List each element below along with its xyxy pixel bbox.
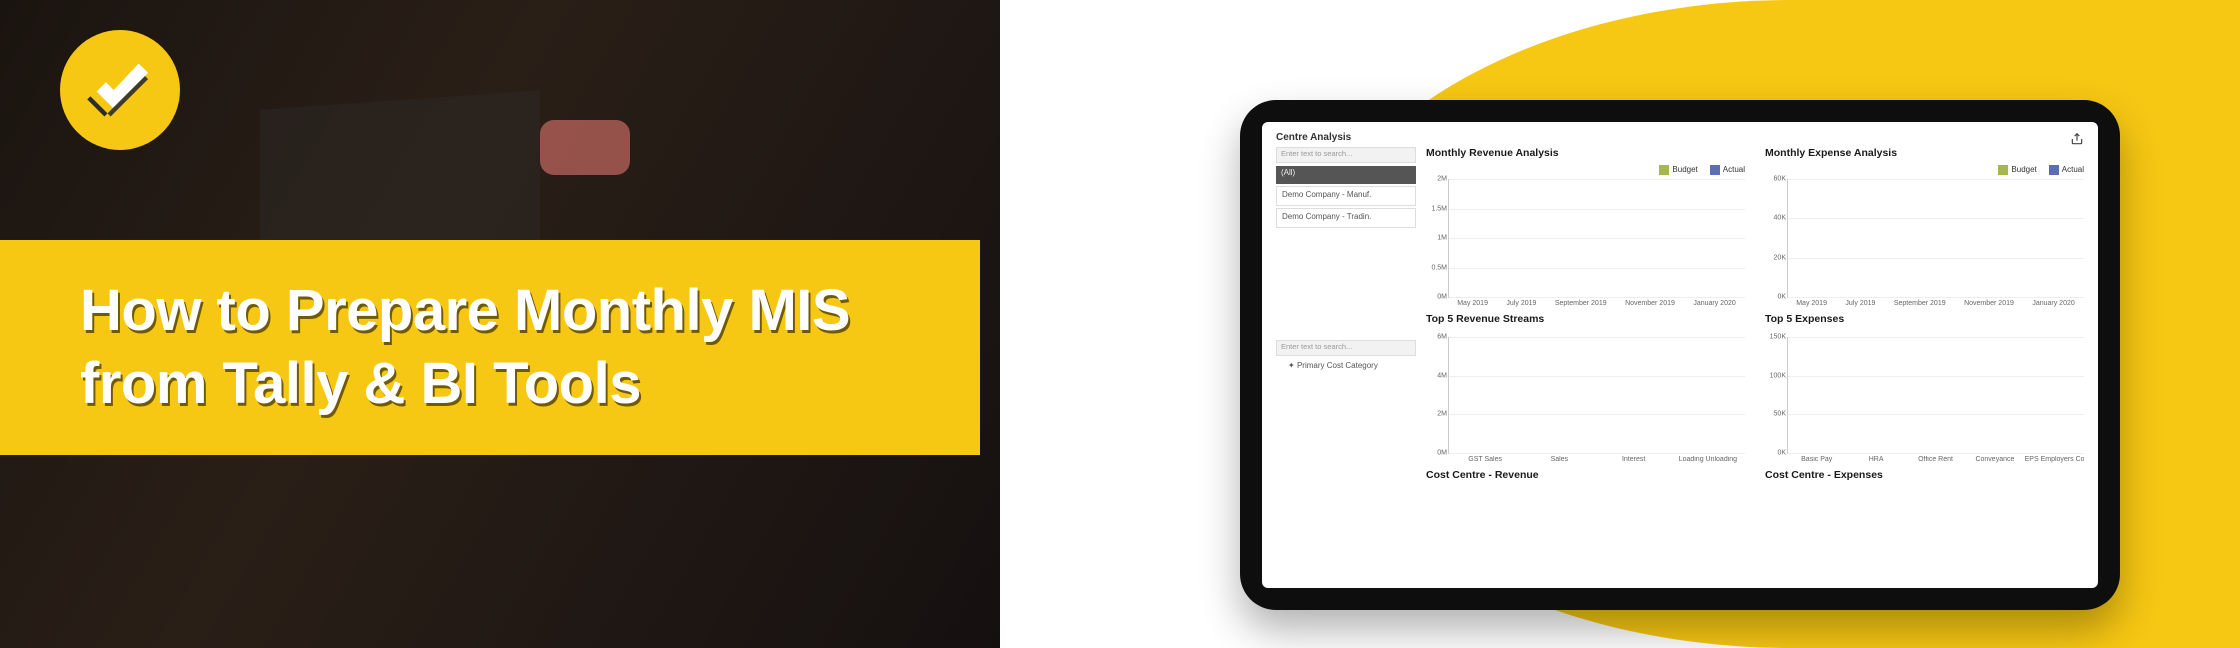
title-band: How to Prepare Monthly MIS from Tally & … bbox=[0, 240, 980, 455]
title-line-2: from Tally & BI Tools bbox=[80, 351, 641, 416]
chart-title: Monthly Revenue Analysis bbox=[1426, 147, 1745, 159]
cost-centre-expense-title: Cost Centre - Expenses bbox=[1765, 469, 2084, 505]
banner-title: How to Prepare Monthly MIS from Tally & … bbox=[80, 275, 850, 420]
chart-title: Top 5 Revenue Streams bbox=[1426, 313, 1745, 325]
revenue-legend: Budget Actual bbox=[1426, 165, 1745, 175]
company-select-all[interactable]: (All) bbox=[1276, 166, 1416, 184]
company-item-1[interactable]: Demo Company - Manuf. bbox=[1276, 186, 1416, 206]
title-line-1: How to Prepare Monthly MIS bbox=[80, 278, 850, 343]
brand-logo bbox=[60, 30, 180, 150]
monthly-expense-chart: Monthly Expense Analysis Budget Actual 6… bbox=[1765, 147, 2084, 307]
cost-centre-row: Cost Centre - Revenue Cost Centre - Expe… bbox=[1426, 469, 2084, 505]
dashboard-title: Centre Analysis bbox=[1276, 132, 2084, 143]
top-revenue-chart: Top 5 Revenue Streams 6M4M2M0M GST Sales… bbox=[1426, 313, 1745, 463]
cost-centre-revenue-title: Cost Centre - Revenue bbox=[1426, 469, 1745, 505]
cost-category-item[interactable]: ✦ Primary Cost Category bbox=[1276, 359, 1416, 372]
cost-search-input[interactable]: Enter text to search... bbox=[1276, 340, 1416, 356]
logo-checkmark-icon bbox=[81, 51, 159, 129]
expense-legend: Budget Actual bbox=[1765, 165, 2084, 175]
dashboard-screen: Centre Analysis Enter text to search... … bbox=[1262, 122, 2098, 588]
share-icon[interactable] bbox=[2070, 132, 2084, 149]
monthly-revenue-chart: Monthly Revenue Analysis Budget Actual 2… bbox=[1426, 147, 1745, 307]
tablet-frame: Centre Analysis Enter text to search... … bbox=[1240, 100, 2120, 610]
top-expenses-chart: Top 5 Expenses 150K100K50K0K Basic PayHR… bbox=[1765, 313, 2084, 463]
chart-title: Top 5 Expenses bbox=[1765, 313, 2084, 325]
search-input[interactable]: Enter text to search... bbox=[1276, 147, 1416, 163]
chart-title: Monthly Expense Analysis bbox=[1765, 147, 2084, 159]
dashboard-sidebar: Enter text to search... (All) Demo Compa… bbox=[1276, 147, 1416, 579]
company-item-2[interactable]: Demo Company - Tradin. bbox=[1276, 208, 1416, 228]
